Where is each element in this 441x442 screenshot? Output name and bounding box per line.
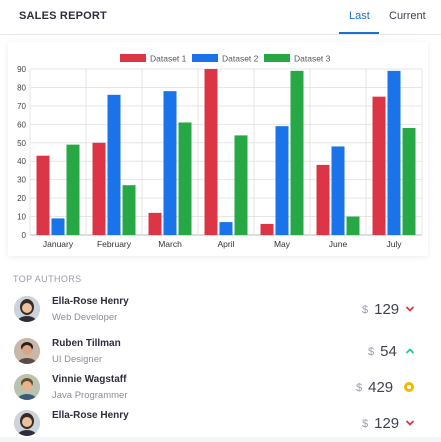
bar <box>316 164 330 235</box>
currency-symbol: $ <box>368 346 375 358</box>
y-tick-label: 30 <box>17 176 26 185</box>
author-name: Vinnie Wagstaff <box>52 374 127 385</box>
bar <box>260 223 274 235</box>
bar <box>148 212 162 235</box>
chevron-down-icon <box>406 420 414 426</box>
bar <box>107 94 121 235</box>
avatar-man-icon <box>14 374 40 400</box>
bar <box>204 69 218 235</box>
y-tick-label: 0 <box>22 231 27 240</box>
x-tick-label: April <box>217 239 234 249</box>
tab-last[interactable]: Last <box>349 10 370 22</box>
chevron-up-icon <box>406 348 414 354</box>
currency-symbol: $ <box>356 382 363 394</box>
bar <box>92 142 106 235</box>
chevron-down-icon <box>406 306 414 312</box>
author-row[interactable]: Ella-Rose Henry $129 <box>0 406 441 442</box>
author-role: Web Developer <box>52 312 118 323</box>
bar <box>234 135 248 235</box>
bar <box>387 70 401 235</box>
author-row[interactable]: Vinnie Wagstaff Java Programmer $429 <box>0 370 441 406</box>
amount-value: 129 <box>374 301 400 318</box>
bar <box>290 70 304 235</box>
author-name: Ruben Tillman <box>52 338 121 349</box>
author-amount: $54 <box>368 343 397 360</box>
legend-swatch <box>192 54 218 62</box>
tab-current[interactable]: Current <box>389 10 426 22</box>
x-tick-label: March <box>158 239 182 249</box>
x-tick-label: February <box>97 239 132 249</box>
bar <box>178 122 192 235</box>
bar <box>122 185 136 235</box>
card-title: SALES REPORT <box>19 10 107 22</box>
author-name: Ella-Rose Henry <box>52 410 129 421</box>
y-tick-label: 20 <box>17 194 26 203</box>
avatar-man-icon <box>14 338 40 364</box>
legend-swatch <box>264 54 290 62</box>
sales-bar-chart: Dataset 1 Dataset 2 Dataset 3 0 10 20 30 40 50 60… <box>17 54 423 249</box>
y-tick-label: 60 <box>17 120 26 129</box>
x-tick-label: January <box>43 239 74 249</box>
author-amount: $429 <box>356 379 393 396</box>
bar <box>275 126 289 235</box>
x-tick-label: May <box>274 239 291 249</box>
legend-label: Dataset 1 <box>150 54 187 64</box>
bar <box>372 96 386 235</box>
legend-label: Dataset 3 <box>294 54 331 64</box>
y-tick-label: 50 <box>17 139 26 148</box>
bar <box>163 91 177 235</box>
top-authors-label: TOP AUTHORS <box>13 274 82 284</box>
bar <box>331 146 345 235</box>
amount-value: 129 <box>374 415 400 432</box>
bar <box>402 128 416 235</box>
active-tab-indicator <box>339 32 379 34</box>
bar <box>51 218 65 235</box>
bar <box>36 155 50 235</box>
status-dot-icon <box>404 382 414 392</box>
amount-value: 429 <box>368 379 394 396</box>
author-row[interactable]: Ruben Tillman UI Designer $54 <box>0 334 441 370</box>
legend-label: Dataset 2 <box>222 54 259 64</box>
bar <box>346 216 360 235</box>
author-amount: $129 <box>362 415 399 432</box>
y-tick-label: 90 <box>17 65 26 74</box>
card-header: SALES REPORT Last Current <box>0 0 441 35</box>
y-tick-label: 80 <box>17 83 26 92</box>
avatar-woman-icon <box>14 410 40 436</box>
sales-chart-panel: Dataset 1 Dataset 2 Dataset 3 0 10 20 30 40 50 60… <box>8 42 428 256</box>
currency-symbol: $ <box>362 418 369 430</box>
y-tick-label: 10 <box>17 213 26 222</box>
y-tick-label: 70 <box>17 102 26 111</box>
x-tick-label: June <box>329 239 348 249</box>
author-amount: $129 <box>362 301 399 318</box>
legend-swatch <box>120 54 146 62</box>
bar <box>219 222 233 235</box>
y-tick-label: 40 <box>17 157 26 166</box>
author-name: Ella-Rose Henry <box>52 296 129 307</box>
author-role: UI Designer <box>52 354 103 365</box>
author-row[interactable]: Ella-Rose Henry Web Developer $129 <box>0 292 441 328</box>
author-role: Java Programmer <box>52 390 128 401</box>
bar <box>66 144 80 235</box>
amount-value: 54 <box>380 343 397 360</box>
x-tick-label: July <box>386 239 402 249</box>
currency-symbol: $ <box>362 304 369 316</box>
avatar-woman-icon <box>14 296 40 322</box>
